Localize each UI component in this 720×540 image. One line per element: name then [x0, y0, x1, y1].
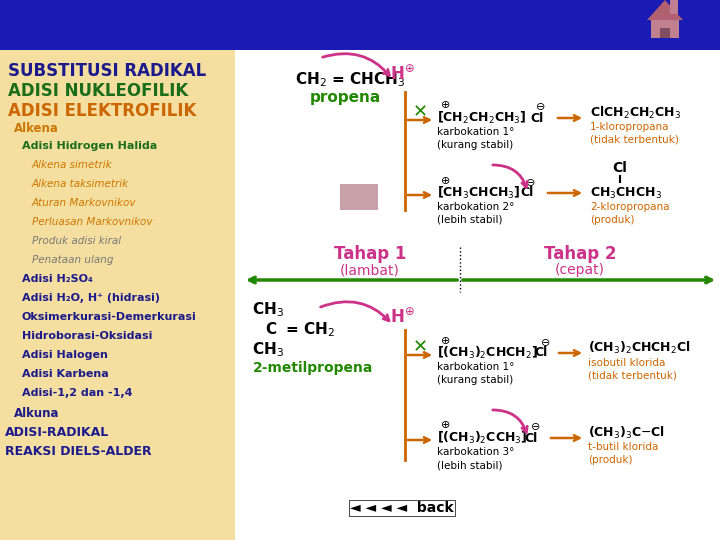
- Bar: [670, 0, 678, 14]
- Text: t-butil klorida: t-butil klorida: [588, 442, 658, 452]
- Text: [CH$_3$CHCH$_3$]: [CH$_3$CHCH$_3$]: [437, 185, 521, 201]
- Text: karbokation 1°: karbokation 1°: [437, 362, 514, 372]
- Text: Cl: Cl: [520, 186, 534, 199]
- Text: (cepat): (cepat): [555, 263, 605, 277]
- Text: propena: propena: [310, 90, 382, 105]
- Text: Cl: Cl: [524, 431, 537, 444]
- Text: (produk): (produk): [588, 455, 632, 465]
- Text: Penataan ulang: Penataan ulang: [32, 255, 114, 265]
- Text: Cl: Cl: [613, 161, 627, 175]
- Text: 1-kloropropana: 1-kloropropana: [590, 122, 670, 132]
- Text: CH$_3$: CH$_3$: [252, 301, 284, 319]
- Text: Adisi H₂O, H⁺ (hidrasi): Adisi H₂O, H⁺ (hidrasi): [22, 293, 160, 303]
- Text: Alkuna: Alkuna: [14, 407, 60, 420]
- Text: $\ominus$: $\ominus$: [540, 336, 550, 348]
- Text: Aturan Markovnikov: Aturan Markovnikov: [32, 198, 137, 208]
- Text: $\oplus$: $\oplus$: [440, 174, 450, 186]
- Text: C: C: [265, 322, 276, 338]
- Text: 2-metilpropena: 2-metilpropena: [253, 361, 374, 375]
- Text: (produk): (produk): [590, 215, 634, 225]
- Text: (lebih stabil): (lebih stabil): [437, 215, 503, 225]
- Text: Tahap 2: Tahap 2: [544, 245, 616, 263]
- Text: $\ominus$: $\ominus$: [535, 102, 545, 112]
- Text: Adisi Hidrogen Halida: Adisi Hidrogen Halida: [22, 141, 157, 151]
- Text: Alkena simetrik: Alkena simetrik: [32, 160, 112, 170]
- Text: H$^{\oplus}$: H$^{\oplus}$: [390, 65, 415, 85]
- Text: Cl: Cl: [530, 111, 544, 125]
- Text: SUBSTITUSI RADIKAL: SUBSTITUSI RADIKAL: [8, 62, 206, 80]
- Text: CH$_2$ = CHCH$_3$: CH$_2$ = CHCH$_3$: [295, 70, 405, 89]
- Text: ✕: ✕: [413, 103, 428, 121]
- Text: Hidroborasi-Oksidasi: Hidroborasi-Oksidasi: [22, 331, 153, 341]
- Text: (tidak terbentuk): (tidak terbentuk): [588, 371, 677, 381]
- Text: Adisi Karbena: Adisi Karbena: [22, 369, 109, 379]
- Text: ◄ ◄ ◄ ◄  back: ◄ ◄ ◄ ◄ back: [350, 501, 454, 515]
- Text: $\ominus$: $\ominus$: [530, 422, 540, 433]
- Text: isobutil klorida: isobutil klorida: [588, 358, 665, 368]
- Text: REAKSI DIELS-ALDER: REAKSI DIELS-ALDER: [5, 445, 152, 458]
- Text: [(CH$_3$)$_2$CHCH$_2$]: [(CH$_3$)$_2$CHCH$_2$]: [437, 345, 538, 361]
- Bar: [0, 0, 235, 540]
- Text: Perluasan Markovnikov: Perluasan Markovnikov: [32, 217, 153, 227]
- Text: H$^{\oplus}$: H$^{\oplus}$: [390, 308, 415, 328]
- FancyBboxPatch shape: [340, 184, 378, 210]
- Text: Adisi Halogen: Adisi Halogen: [22, 350, 108, 360]
- Text: ADISI ELEKTROFILIK: ADISI ELEKTROFILIK: [8, 102, 197, 120]
- Text: (kurang stabil): (kurang stabil): [437, 375, 513, 385]
- Text: Cl: Cl: [534, 347, 547, 360]
- Bar: [651, 20, 679, 38]
- Text: Alkena taksimetrik: Alkena taksimetrik: [32, 179, 129, 189]
- Bar: [0, 0, 720, 50]
- Text: [(CH$_3$)$_2$CCH$_3$]: [(CH$_3$)$_2$CCH$_3$]: [437, 430, 528, 446]
- Text: 2-kloropropana: 2-kloropropana: [590, 202, 670, 212]
- Text: ADISI NUKLEOFILIK: ADISI NUKLEOFILIK: [8, 82, 188, 100]
- Text: Alkena: Alkena: [14, 122, 59, 135]
- Text: CH$_3$CHCH$_3$: CH$_3$CHCH$_3$: [590, 185, 662, 200]
- Text: (kurang stabil): (kurang stabil): [437, 140, 513, 150]
- Text: $\oplus$: $\oplus$: [440, 334, 450, 346]
- Text: $\ominus$: $\ominus$: [525, 177, 535, 187]
- Text: karbokation 1°: karbokation 1°: [437, 127, 514, 137]
- Text: (lambat): (lambat): [340, 263, 400, 277]
- Text: ✕: ✕: [413, 338, 428, 356]
- Text: (CH$_3$)$_3$C$-$Cl: (CH$_3$)$_3$C$-$Cl: [588, 425, 665, 441]
- Text: $\oplus$: $\oplus$: [440, 99, 450, 111]
- Text: karbokation 2°: karbokation 2°: [437, 202, 514, 212]
- Text: [CH$_2$CH$_2$CH$_3$]: [CH$_2$CH$_2$CH$_3$]: [437, 110, 526, 126]
- Bar: [660, 28, 670, 38]
- Text: $\oplus$: $\oplus$: [440, 420, 450, 430]
- Polygon shape: [647, 0, 683, 20]
- Text: (CH$_3$)$_2$CHCH$_2$Cl: (CH$_3$)$_2$CHCH$_2$Cl: [588, 340, 690, 356]
- Text: CH$_3$: CH$_3$: [252, 341, 284, 359]
- Text: Oksimerkurasi-Demerkurasi: Oksimerkurasi-Demerkurasi: [22, 312, 197, 322]
- Text: Tahap 1: Tahap 1: [334, 245, 406, 263]
- Text: Adisi-1,2 dan -1,4: Adisi-1,2 dan -1,4: [22, 388, 132, 398]
- Text: ADISI-RADIKAL: ADISI-RADIKAL: [5, 426, 109, 439]
- Text: (lebih stabil): (lebih stabil): [437, 460, 503, 470]
- Text: (tidak terbentuk): (tidak terbentuk): [590, 135, 679, 145]
- Text: ClCH$_2$CH$_2$CH$_3$: ClCH$_2$CH$_2$CH$_3$: [590, 105, 681, 121]
- Text: = CH$_2$: = CH$_2$: [285, 321, 335, 339]
- Text: karbokation 3°: karbokation 3°: [437, 447, 514, 457]
- Text: Adisi H₂SO₄: Adisi H₂SO₄: [22, 274, 93, 284]
- Text: Produk adisi kiral: Produk adisi kiral: [32, 236, 121, 246]
